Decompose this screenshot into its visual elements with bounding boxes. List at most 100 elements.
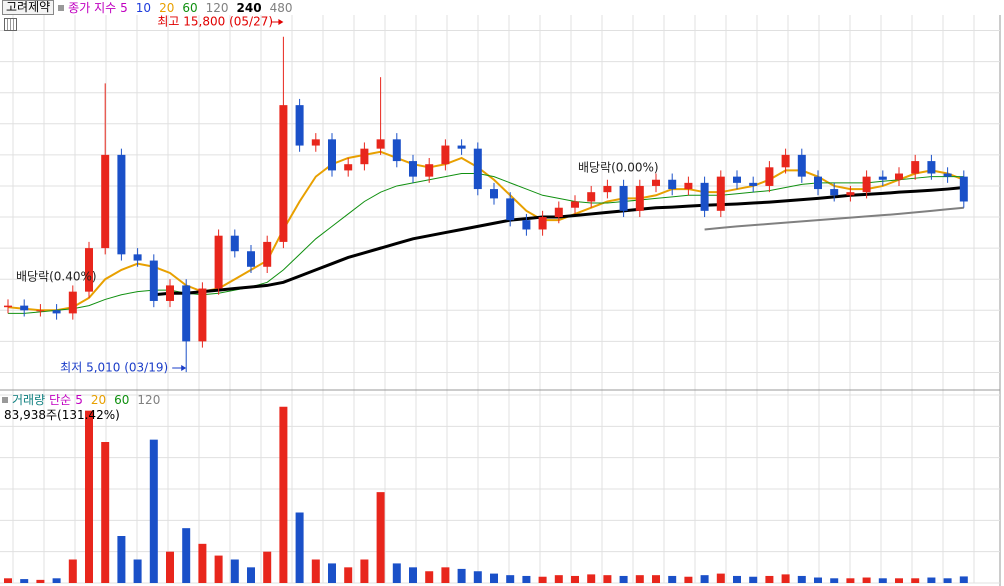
volume-bar	[425, 571, 434, 583]
candle-body	[279, 105, 288, 242]
volume-bar	[360, 559, 369, 583]
volume-bar	[959, 576, 968, 583]
volume-bar	[878, 578, 887, 583]
candle-body	[603, 185, 612, 193]
legend-item[interactable]: 5	[75, 392, 83, 407]
annotation: 배당락(0.00%)	[578, 161, 659, 175]
candle-body	[311, 139, 320, 146]
candle-body	[263, 241, 272, 267]
volume-bar	[149, 439, 158, 583]
volume-bar	[619, 575, 628, 583]
candle-body	[409, 161, 417, 177]
volume-bar	[473, 571, 482, 583]
volume-bar	[133, 559, 142, 583]
volume-bar	[295, 512, 304, 583]
candle-body	[490, 189, 498, 199]
volume-bar	[182, 528, 191, 583]
legend-item[interactable]: 60	[182, 0, 198, 15]
candle-body	[927, 161, 936, 174]
volume-bar	[457, 568, 466, 583]
volume-bar	[538, 576, 547, 583]
volume-bar	[943, 578, 952, 583]
candle-body	[166, 285, 174, 301]
candle-body	[635, 185, 644, 211]
moving-average	[704, 206, 964, 231]
legend-item[interactable]: 20	[90, 392, 107, 407]
volume-bar	[635, 575, 644, 583]
candle-body	[198, 288, 207, 342]
candle-body	[4, 305, 12, 308]
candle-body	[895, 173, 903, 180]
candle-body	[765, 167, 774, 186]
settings-icon[interactable]	[4, 18, 17, 31]
annotation-arrowhead	[278, 19, 284, 25]
candle-body	[425, 164, 434, 177]
candle-body	[959, 176, 968, 202]
volume-bar	[20, 579, 29, 583]
volume-bar	[279, 406, 288, 583]
volume-bar	[652, 575, 660, 583]
candle-body	[68, 291, 77, 314]
candle-body	[878, 176, 887, 180]
volume-bar	[85, 410, 93, 583]
volume-bar	[733, 575, 741, 583]
volume-bar	[263, 551, 272, 583]
volume-bar	[230, 559, 239, 583]
volume-bar	[166, 551, 174, 583]
legend-item[interactable]: 480	[269, 0, 293, 15]
legend-item[interactable]: 240	[236, 0, 262, 15]
volume-bar	[117, 536, 126, 583]
legend-item[interactable]: 120	[137, 392, 161, 407]
volume-label: 83,938주(131.42%)	[4, 408, 120, 422]
candle-body	[20, 305, 29, 311]
candle-body	[911, 161, 920, 174]
legend-item[interactable]: 10	[135, 0, 152, 15]
volume-bar	[68, 559, 77, 583]
candle-body	[344, 164, 353, 171]
candle-body	[700, 182, 709, 211]
candle-body	[182, 285, 191, 342]
candle-body	[781, 154, 790, 168]
candle-body	[797, 154, 806, 177]
candle-body	[230, 235, 239, 252]
candle-body	[684, 182, 693, 190]
volume-bar	[522, 575, 531, 583]
candle-body	[101, 154, 110, 249]
legend-items: 5 20 60 120	[75, 393, 160, 407]
legend-item[interactable]: 5	[120, 0, 128, 15]
volume-bar	[716, 573, 725, 583]
legend-item[interactable]: 60	[114, 392, 130, 407]
candle-body	[441, 145, 450, 165]
candle-body	[749, 182, 758, 186]
volume-bar	[603, 575, 612, 583]
candle-body	[133, 254, 142, 261]
volume-bar	[506, 575, 515, 583]
legend-icon	[2, 396, 8, 403]
stock-name[interactable]: 고려제약	[2, 0, 55, 15]
volume-bar	[409, 567, 417, 583]
volume-bar	[392, 563, 401, 583]
volume-bar	[344, 567, 353, 583]
volume-bar	[797, 575, 806, 583]
legend-label: 종가 지수	[68, 1, 117, 15]
candle-body	[214, 235, 223, 289]
volume-bar	[52, 578, 61, 583]
volume-bar	[376, 492, 385, 583]
candle-body	[328, 139, 336, 171]
candle-body	[814, 176, 822, 190]
legend-item[interactable]: 120	[205, 0, 229, 15]
candle-body	[117, 154, 126, 255]
volume-bar	[846, 578, 855, 583]
volume-bar	[830, 578, 839, 583]
candle-body	[376, 139, 385, 149]
volume-bar	[571, 575, 579, 583]
candle-body	[149, 260, 158, 301]
volume-bar	[328, 563, 336, 583]
candle-body	[830, 189, 839, 196]
volume-bar	[684, 576, 693, 583]
candle-body	[943, 173, 952, 177]
volume-bar	[554, 575, 563, 583]
legend-item[interactable]: 20	[159, 0, 175, 15]
